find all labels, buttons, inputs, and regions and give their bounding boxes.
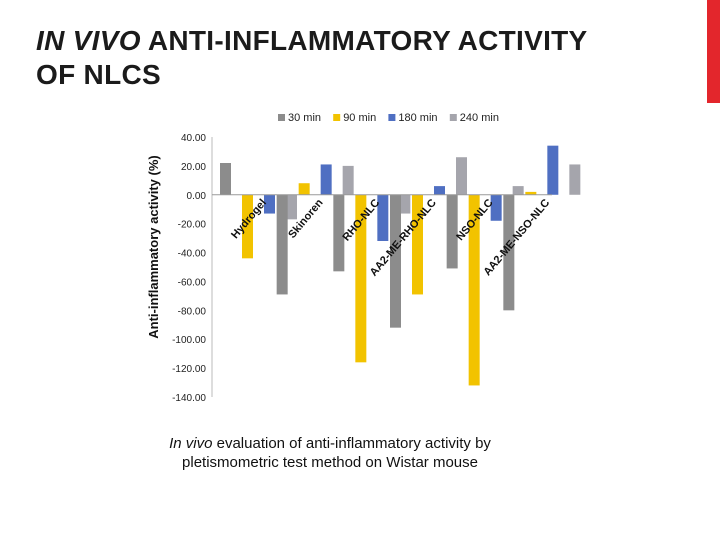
bar: [547, 145, 559, 195]
bar: [512, 186, 524, 195]
bar: [456, 157, 467, 195]
bar: [342, 165, 354, 195]
legend-swatch: [333, 114, 341, 121]
y-tick-label: 0.00: [187, 191, 207, 202]
bar: [446, 194, 458, 269]
bar: [286, 194, 297, 220]
chart-caption: In vivo evaluation of anti-inflammatory …: [150, 434, 510, 472]
bar: [220, 163, 231, 195]
y-tick-label: -100.00: [172, 335, 206, 346]
bar: [490, 194, 502, 221]
y-axis-title: Anti-inflammatory activity (%): [146, 155, 161, 338]
bar: [399, 194, 411, 214]
bar: [390, 194, 401, 328]
title-italic: IN VIVO: [36, 25, 141, 56]
bar: [569, 164, 581, 195]
bar: [355, 194, 367, 363]
y-tick-label: -120.00: [172, 364, 206, 375]
bar: [412, 194, 423, 295]
y-tick-label: -60.00: [178, 277, 207, 288]
bar: [242, 194, 253, 259]
y-tick-label: -140.00: [172, 393, 206, 404]
legend-swatch: [278, 114, 285, 121]
bar: [298, 183, 310, 195]
accent-bar: [707, 0, 720, 103]
legend-swatch: [449, 114, 457, 121]
caption-rest: evaluation of anti-inflammatory activity…: [182, 435, 491, 471]
bar: [377, 194, 389, 241]
bar: [333, 194, 345, 272]
bar: [503, 194, 515, 311]
bar: [468, 194, 480, 386]
bar: [434, 186, 445, 195]
y-tick-label: -80.00: [178, 306, 207, 317]
bar: [264, 194, 275, 214]
y-tick-label: -40.00: [178, 249, 207, 260]
legend-label: 240 min: [460, 112, 499, 124]
legend-label: 30 min: [288, 112, 321, 124]
bar: [276, 194, 288, 295]
title-line-2: OF NLCS: [36, 59, 161, 90]
legend-label: 90 min: [343, 112, 376, 124]
y-tick-label: 40.00: [181, 133, 206, 144]
slide-title: IN VIVO ANTI-INFLAMMATORY ACTIVITY OF NL…: [36, 24, 696, 92]
caption-italic: In vivo: [169, 435, 213, 452]
legend-swatch: [388, 114, 396, 121]
bar: [320, 164, 332, 195]
title-rest: ANTI-INFLAMMATORY ACTIVITY: [140, 25, 588, 56]
legend-label: 180 min: [398, 112, 437, 124]
y-tick-label: -20.00: [178, 220, 207, 231]
y-tick-label: 20.00: [181, 162, 206, 173]
bar: [525, 191, 537, 195]
